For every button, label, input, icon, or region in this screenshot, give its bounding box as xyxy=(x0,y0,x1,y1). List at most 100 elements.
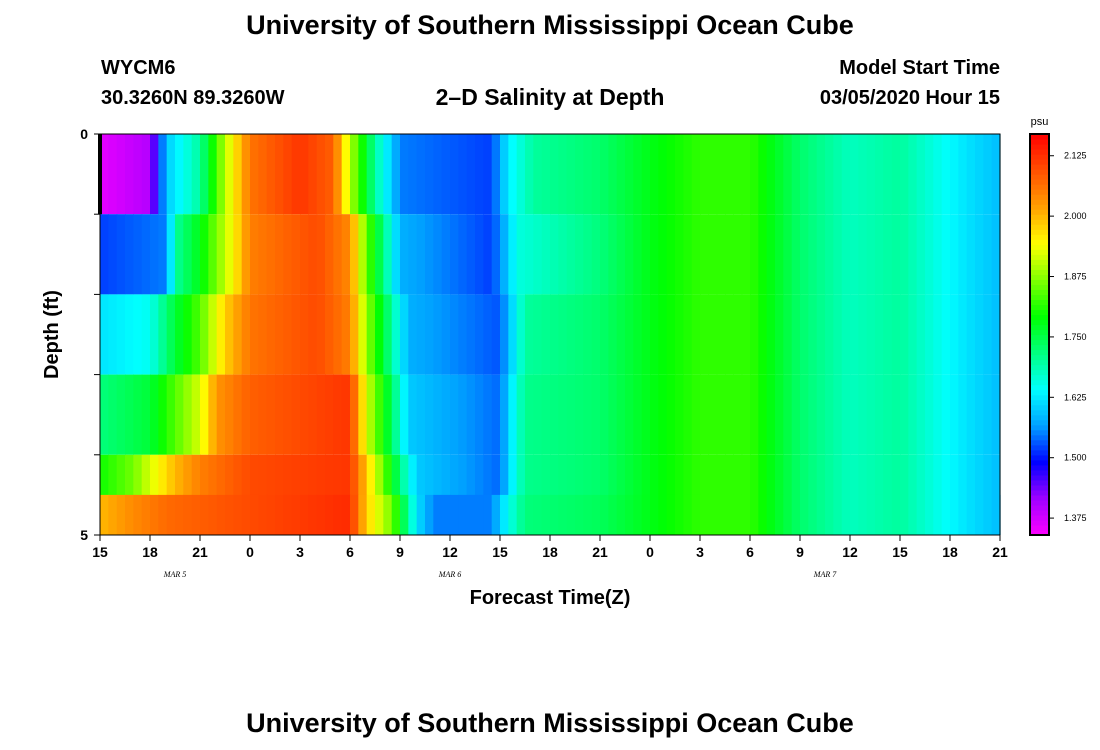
colorbar-segment xyxy=(1030,294,1049,301)
heatmap-cell xyxy=(116,374,126,455)
heatmap-cell xyxy=(741,494,751,535)
heatmap-cell xyxy=(491,134,501,215)
heatmap-cell xyxy=(300,294,309,375)
colorbar-segment xyxy=(1030,404,1049,411)
heatmap-cell xyxy=(583,374,593,455)
heatmap-cell xyxy=(675,294,684,375)
model-start-value: 03/05/2020 Hour 15 xyxy=(819,87,1000,109)
heatmap-cell xyxy=(925,374,934,455)
heatmap-cell xyxy=(550,214,559,295)
heatmap-cell xyxy=(433,134,443,215)
heatmap-cell xyxy=(950,134,959,215)
heatmap-cell xyxy=(366,294,376,375)
y-tick-label: 5 xyxy=(80,527,88,543)
heatmap-cell xyxy=(141,294,151,375)
colorbar-segment xyxy=(1030,449,1049,456)
heatmap-cell xyxy=(150,214,159,295)
heatmap-cell xyxy=(900,294,909,375)
heatmap-cell xyxy=(325,494,334,535)
heatmap-cell xyxy=(350,134,359,215)
heatmap-cell xyxy=(991,494,1001,535)
heatmap-cells xyxy=(98,134,1001,535)
heatmap-cell xyxy=(716,494,726,535)
heatmap-cell xyxy=(950,494,959,535)
colorbar-segment xyxy=(1030,379,1049,386)
heatmap-cell xyxy=(458,214,468,295)
date-label: MAR 6 xyxy=(438,570,461,579)
heatmap-cell xyxy=(208,294,218,375)
heatmap-cell xyxy=(425,214,434,295)
heatmap-cell xyxy=(866,134,876,215)
heatmap-cell xyxy=(583,214,593,295)
heatmap-cell xyxy=(850,134,859,215)
colorbar-segment xyxy=(1030,434,1049,441)
heatmap-cell xyxy=(750,374,759,455)
x-tick-label: 21 xyxy=(192,544,208,560)
heatmap-cell xyxy=(675,494,684,535)
heatmap-cell xyxy=(658,134,668,215)
heatmap-cell xyxy=(158,294,168,375)
heatmap-cell xyxy=(566,214,576,295)
heatmap-cell xyxy=(808,134,818,215)
heatmap-cell xyxy=(941,214,951,295)
heatmap-cell xyxy=(900,494,909,535)
heatmap-cell xyxy=(616,214,626,295)
heatmap-cell xyxy=(725,374,734,455)
heatmap-cell xyxy=(441,294,451,375)
heatmap-cell xyxy=(575,294,584,375)
x-tick-label: 9 xyxy=(396,544,404,560)
heatmap-cell xyxy=(891,214,901,295)
colorbar-segment xyxy=(1030,384,1049,391)
heatmap-cell xyxy=(691,374,701,455)
heatmap-cell xyxy=(341,374,351,455)
heatmap-cell xyxy=(725,134,734,215)
heatmap-cell xyxy=(475,374,484,455)
colorbar-segment xyxy=(1030,519,1049,526)
heatmap-cell xyxy=(533,294,543,375)
heatmap-cell xyxy=(541,494,551,535)
heatmap-cell xyxy=(941,134,951,215)
heatmap-cell xyxy=(866,214,876,295)
heatmap-cell xyxy=(766,374,776,455)
heatmap-cell xyxy=(141,494,151,535)
heatmap-cell xyxy=(383,494,393,535)
heatmap-cell xyxy=(783,134,793,215)
heatmap-cell xyxy=(291,374,301,455)
heatmap-cell xyxy=(416,134,426,215)
heatmap-cell xyxy=(958,134,968,215)
heatmap-cell xyxy=(466,294,476,375)
heatmap-cell xyxy=(991,214,1001,295)
heatmap-cell xyxy=(558,494,568,535)
heatmap-cell xyxy=(275,374,284,455)
heatmap-cell xyxy=(458,134,468,215)
heatmap-cell xyxy=(683,134,693,215)
heatmap-cell xyxy=(200,294,209,375)
heatmap-cell xyxy=(925,214,934,295)
heatmap-cell xyxy=(358,134,368,215)
heatmap-cell xyxy=(300,134,309,215)
y-tick-label: 0 xyxy=(80,126,88,142)
heatmap-cell xyxy=(100,494,109,535)
heatmap-cell xyxy=(608,214,618,295)
heatmap-cell xyxy=(316,214,326,295)
colorbar-tick-label: 1.375 xyxy=(1064,513,1087,523)
heatmap-cell xyxy=(283,294,293,375)
colorbar-segment xyxy=(1030,479,1049,486)
heatmap-cell xyxy=(333,494,343,535)
heatmap-cell xyxy=(341,494,351,535)
heatmap-cell xyxy=(216,494,226,535)
heatmap-cell xyxy=(183,494,193,535)
heatmap-cell xyxy=(641,494,651,535)
heatmap-cell xyxy=(508,294,518,375)
colorbar-segment xyxy=(1030,209,1049,215)
heatmap-cell xyxy=(550,134,559,215)
heatmap-cell xyxy=(291,214,301,295)
heatmap-cell xyxy=(350,214,359,295)
heatmap-cell xyxy=(541,134,551,215)
heatmap-cell xyxy=(308,374,318,455)
heatmap-cell xyxy=(183,134,193,215)
heatmap-cell xyxy=(933,134,943,215)
heatmap-cell xyxy=(708,134,718,215)
heatmap-cell xyxy=(866,494,876,535)
heatmap-cell xyxy=(400,134,409,215)
